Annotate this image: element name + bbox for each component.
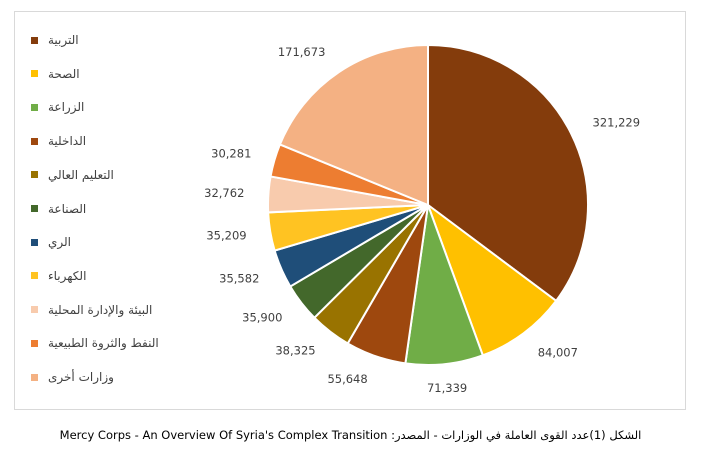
data-label-5: 38,325 — [275, 344, 315, 358]
data-label-11: 171,673 — [278, 45, 326, 59]
legend-swatch — [31, 306, 38, 314]
legend-label: الصحة — [48, 66, 80, 81]
data-label-10: 30,281 — [211, 147, 251, 161]
legend-item-9: البيئة والإدارة المحلية — [31, 302, 152, 318]
data-label-6: 35,900 — [242, 311, 282, 325]
legend-swatch — [31, 272, 38, 280]
legend-item-10: النفط والثروة الطبيعية — [31, 335, 159, 351]
legend-swatch — [31, 103, 38, 111]
legend-label: الصناعة — [48, 201, 87, 216]
data-label-4: 55,648 — [327, 372, 367, 386]
legend-item-5: التعليم العالي — [31, 167, 114, 183]
data-label-2: 84,007 — [538, 346, 578, 360]
legend-label: الداخلية — [48, 134, 87, 149]
pie-slice-11 — [278, 43, 429, 207]
legend-item-6: الصناعة — [31, 201, 86, 217]
legend-label: التربية — [48, 33, 79, 47]
data-label-7: 35,582 — [219, 272, 259, 286]
legend-label: النفط والثروة الطبيعية — [48, 336, 159, 351]
chart-area: التربية الصحة الزراعة الداخلية التعليم العال… — [14, 11, 686, 410]
legend-swatch — [31, 373, 38, 381]
data-label-9: 32,762 — [204, 186, 244, 200]
legend-swatch — [31, 205, 38, 212]
data-label-1: 321,229 — [593, 116, 641, 130]
legend-item-8: الكهرباء — [31, 268, 86, 284]
legend-swatch — [31, 238, 38, 246]
legend-label: الري — [48, 235, 72, 250]
data-label-3: 71,339 — [427, 381, 467, 395]
legend-swatch — [31, 70, 38, 78]
figure-caption: الشكل (1)عدد القوى العاملة في الوزارات -… — [59, 428, 642, 442]
pie-slice-1 — [427, 43, 589, 303]
legend-item-3: الزراعة — [31, 99, 84, 115]
legend-swatch — [31, 36, 38, 44]
data-label-8: 35,209 — [206, 229, 246, 243]
legend-item-7: الري — [31, 234, 71, 250]
legend-label: التعليم العالي — [48, 167, 114, 182]
legend-item-4: الداخلية — [31, 133, 86, 149]
pie-slice-2 — [425, 202, 558, 357]
legend-item-11: وزارات أخرى — [31, 369, 114, 385]
legend-swatch — [31, 137, 38, 145]
legend-item-2: الصحة — [31, 66, 80, 82]
pie-chart: 321,229 84,007 71,339 55,648 38,325 35,900 35,… — [204, 43, 641, 395]
legend-label: الزراعة — [48, 100, 85, 115]
legend-label: الكهرباء — [48, 268, 87, 283]
legend-label: البيئة والإدارة المحلية — [48, 302, 153, 317]
legend-swatch — [31, 339, 38, 347]
legend-swatch — [31, 171, 38, 179]
legend-label: وزارات أخرى — [48, 370, 114, 384]
legend-item-1: التربية — [31, 32, 79, 48]
